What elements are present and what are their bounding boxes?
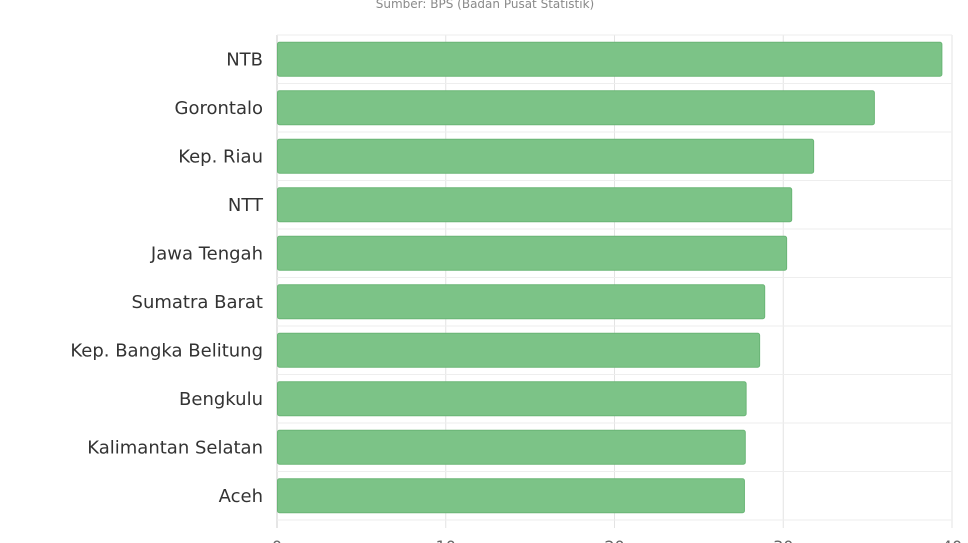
category-label: Jawa Tengah (150, 243, 263, 264)
x-tick-label: 30 (773, 537, 793, 543)
category-label: NTB (226, 49, 263, 70)
category-label: NTT (228, 195, 264, 216)
bar-jawa-tengah[interactable] (277, 235, 788, 271)
category-label: Gorontalo (175, 98, 264, 119)
bar-kep-bangka-belitung[interactable] (277, 332, 761, 368)
bar-kep-riau[interactable] (277, 138, 815, 174)
grid-lines (276, 34, 953, 528)
category-label: Kep. Bangka Belitung (70, 340, 263, 361)
bar-kalimantan-selatan[interactable] (277, 429, 746, 465)
bar-sumatra-barat[interactable] (277, 284, 766, 320)
bar-gorontalo[interactable] (277, 90, 875, 126)
x-axis-ticks: 0 10 20 30 40 (272, 537, 962, 543)
bars (277, 41, 943, 514)
chart-source: Sumber: BPS (Badan Pusat Statistik) (376, 0, 594, 11)
bar-ntt[interactable] (277, 187, 793, 223)
bar-bengkulu[interactable] (277, 381, 747, 417)
x-tick-label: 10 (436, 537, 456, 543)
x-tick-label: 40 (942, 537, 962, 543)
category-label: Kalimantan Selatan (87, 437, 263, 458)
bar-aceh[interactable] (277, 478, 745, 514)
category-label: Kep. Riau (178, 146, 263, 167)
bar-ntb[interactable] (277, 41, 943, 77)
x-tick-label: 20 (604, 537, 624, 543)
x-tick-label: 0 (272, 537, 282, 543)
category-label: Sumatra Barat (132, 292, 263, 313)
category-label: Bengkulu (179, 389, 263, 410)
category-label: Aceh (219, 486, 263, 507)
category-labels: NTB Gorontalo Kep. Riau NTT Jawa Tengah Sumat… (70, 49, 264, 507)
